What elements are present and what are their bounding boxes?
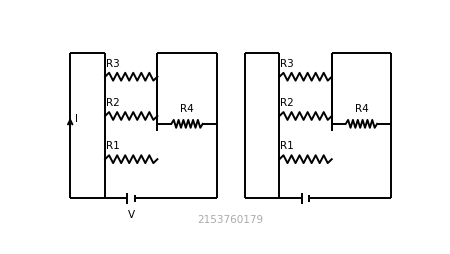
Text: R4: R4 [180,104,194,114]
Text: R1: R1 [106,141,120,151]
Text: R4: R4 [355,104,368,114]
Text: R3: R3 [106,59,120,69]
Text: I: I [76,114,78,123]
Text: 2153760179: 2153760179 [198,214,264,224]
Text: R1: R1 [280,141,294,151]
Text: R3: R3 [280,59,294,69]
Text: V: V [128,210,135,219]
Text: R2: R2 [280,98,294,108]
Text: R2: R2 [106,98,120,108]
